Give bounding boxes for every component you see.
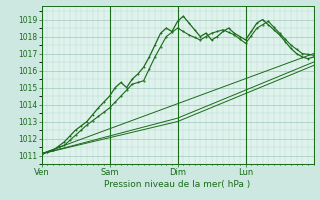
X-axis label: Pression niveau de la mer( hPa ): Pression niveau de la mer( hPa ) (104, 180, 251, 189)
